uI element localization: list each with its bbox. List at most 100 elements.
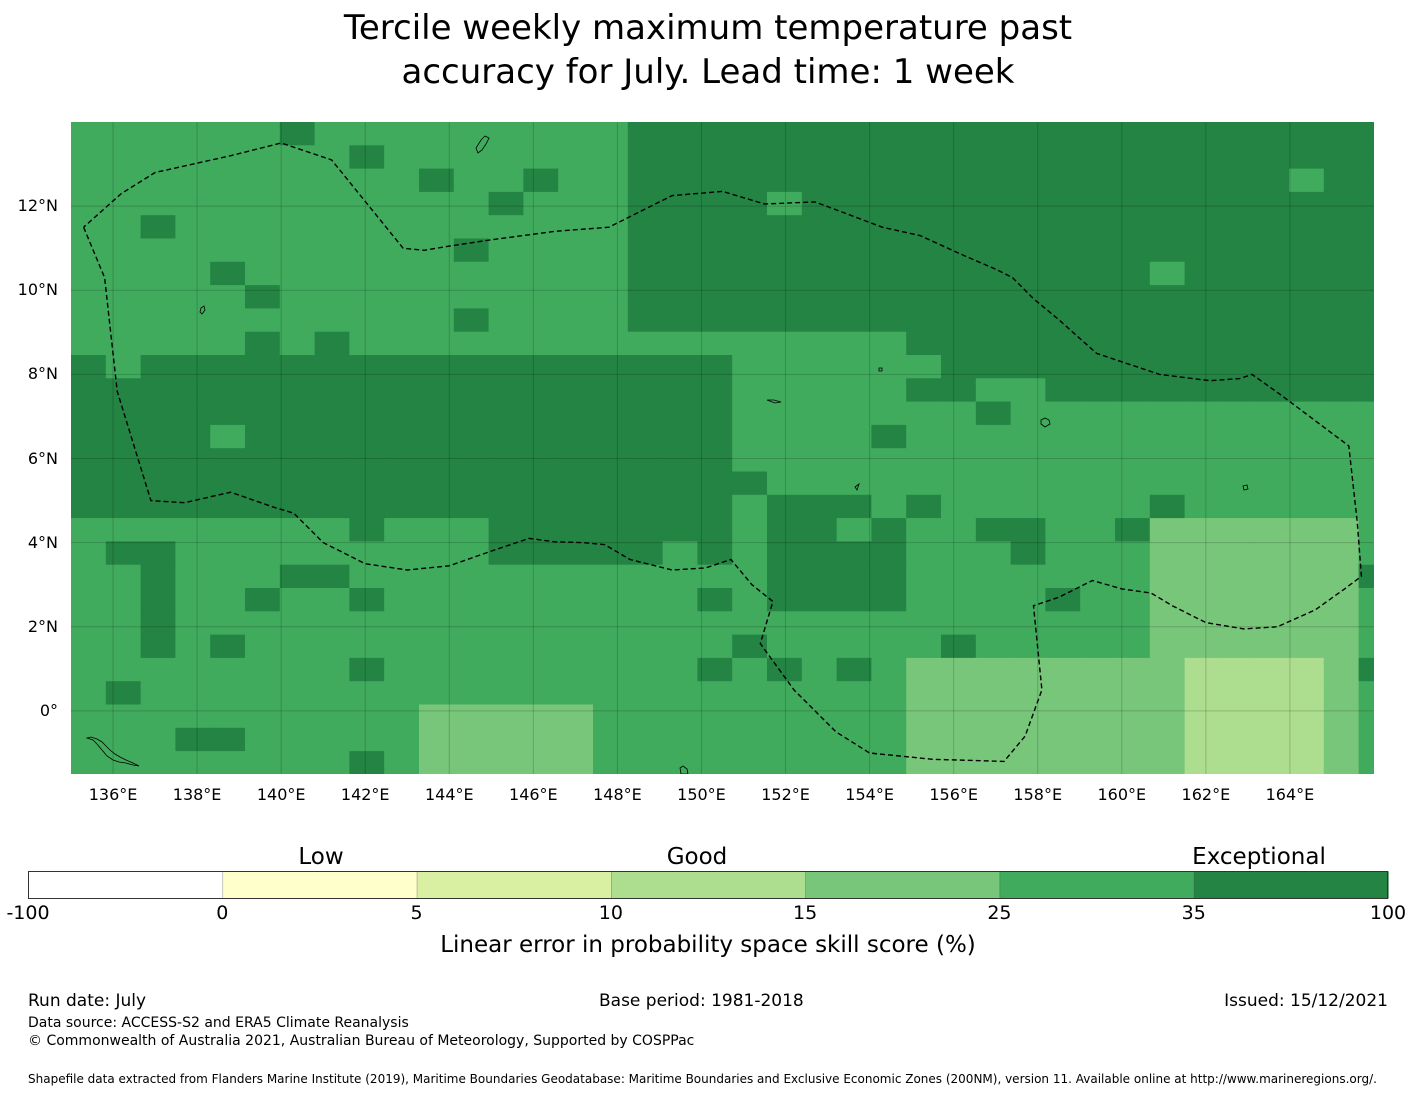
skill-score-cell — [210, 494, 246, 519]
skill-score-cell — [627, 238, 664, 263]
skill-score-cell — [593, 704, 629, 729]
skill-score-cell — [1045, 424, 1081, 449]
skill-score-cell — [245, 541, 281, 566]
skill-score-cell — [279, 588, 316, 612]
skill-score-cell — [801, 541, 838, 566]
skill-score-cell — [1289, 215, 1325, 240]
skill-score-cell — [349, 401, 385, 426]
skill-score-cell — [836, 145, 872, 170]
skill-score-cell — [488, 751, 524, 774]
skill-score-cell — [1115, 494, 1151, 519]
copyright: © Commonwealth of Australia 2021, Austra… — [28, 1033, 695, 1049]
skill-score-cell — [697, 704, 733, 729]
latitude-tick-label: 12°N — [17, 196, 58, 216]
skill-score-cell — [175, 611, 211, 636]
skill-score-cell — [767, 751, 803, 774]
skill-score-cell — [245, 308, 281, 333]
skill-score-cell — [1219, 261, 1255, 286]
skill-score-cell — [627, 308, 664, 333]
skill-score-cell — [1045, 681, 1081, 706]
skill-score-cell — [1149, 494, 1186, 519]
skill-score-cell — [314, 261, 350, 286]
skill-score-cell — [871, 424, 907, 449]
skill-score-cell — [593, 494, 629, 519]
skill-score-cell — [1149, 168, 1186, 193]
skill-score-cell — [279, 471, 316, 496]
skill-score-cell — [1080, 168, 1116, 193]
skill-score-cell — [662, 401, 698, 426]
skill-score-cell — [488, 285, 524, 309]
skill-score-cell — [767, 518, 803, 542]
skill-score-cell — [975, 145, 1012, 170]
island-outline — [1040, 417, 1051, 428]
skill-score-cell — [906, 518, 942, 542]
skill-score-cell — [941, 471, 977, 496]
skill-score-cell — [941, 424, 977, 449]
skill-score-cell — [975, 751, 1012, 774]
skill-score-cell — [767, 191, 803, 216]
skill-score-cell — [314, 681, 350, 706]
skill-score-cell — [1289, 308, 1325, 333]
skill-score-cell — [279, 401, 316, 426]
skill-score-cell — [105, 704, 142, 729]
skill-score-cell — [210, 401, 246, 426]
skill-score-cell — [593, 401, 629, 426]
skill-score-cell — [1184, 448, 1220, 473]
skill-score-cell — [384, 541, 420, 566]
skill-score-cell — [175, 751, 211, 774]
skill-score-cell — [662, 564, 698, 589]
skill-score-cell — [1045, 215, 1081, 240]
skill-score-cell — [1149, 704, 1186, 729]
skill-score-cell — [662, 611, 698, 636]
skill-score-cell — [836, 122, 872, 146]
skill-score-cell — [1115, 331, 1151, 356]
skill-score-cell — [767, 424, 803, 449]
skill-score-cell — [105, 634, 142, 659]
skill-score-cell — [558, 238, 594, 263]
skill-score-cell — [697, 401, 733, 426]
skill-score-cell — [453, 541, 490, 566]
skill-score-cell — [906, 681, 942, 706]
skill-score-cell — [1184, 471, 1220, 496]
skill-score-cell — [941, 122, 977, 146]
skill-score-cell — [1289, 285, 1325, 309]
island-outline — [854, 482, 860, 491]
skill-score-cell — [349, 494, 385, 519]
skill-score-cell — [662, 448, 698, 473]
skill-score-cell — [210, 168, 246, 193]
skill-score-cell — [801, 681, 838, 706]
base-period: Base period: 1981-2018 — [599, 991, 804, 1011]
skill-score-cell — [975, 611, 1012, 636]
skill-score-cell — [1289, 634, 1325, 659]
skill-score-cell — [558, 681, 594, 706]
skill-score-cell — [558, 355, 594, 379]
skill-score-cell — [523, 238, 559, 263]
shapefile-credit: Shapefile data extracted from Flanders M… — [28, 1072, 1377, 1086]
skill-score-cell — [384, 308, 420, 333]
skill-score-cell — [1219, 424, 1255, 449]
skill-score-cell — [732, 168, 768, 193]
skill-score-cell — [314, 424, 350, 449]
skill-score-cell — [1219, 145, 1255, 170]
skill-score-cell — [906, 634, 942, 659]
skill-score-cell — [1289, 355, 1325, 379]
skill-score-cell — [732, 401, 768, 426]
skill-score-cell — [1045, 471, 1081, 496]
skill-score-cell — [558, 424, 594, 449]
skill-score-cell — [175, 168, 211, 193]
skill-score-cell — [1149, 424, 1186, 449]
skill-score-cell — [1323, 191, 1360, 216]
skill-score-cell — [453, 401, 490, 426]
skill-score-cell — [662, 634, 698, 659]
skill-score-cell — [419, 145, 455, 170]
skill-score-cell — [245, 611, 281, 636]
skill-score-cell — [1184, 727, 1220, 752]
skill-score-cell — [906, 355, 942, 379]
skill-score-cell — [1358, 145, 1374, 170]
skill-score-cell — [1184, 518, 1220, 542]
skill-score-cell — [836, 261, 872, 286]
skill-score-cell — [593, 424, 629, 449]
skill-score-cell — [140, 448, 176, 473]
skill-score-cell — [1323, 238, 1360, 263]
skill-score-cell — [1219, 588, 1255, 612]
